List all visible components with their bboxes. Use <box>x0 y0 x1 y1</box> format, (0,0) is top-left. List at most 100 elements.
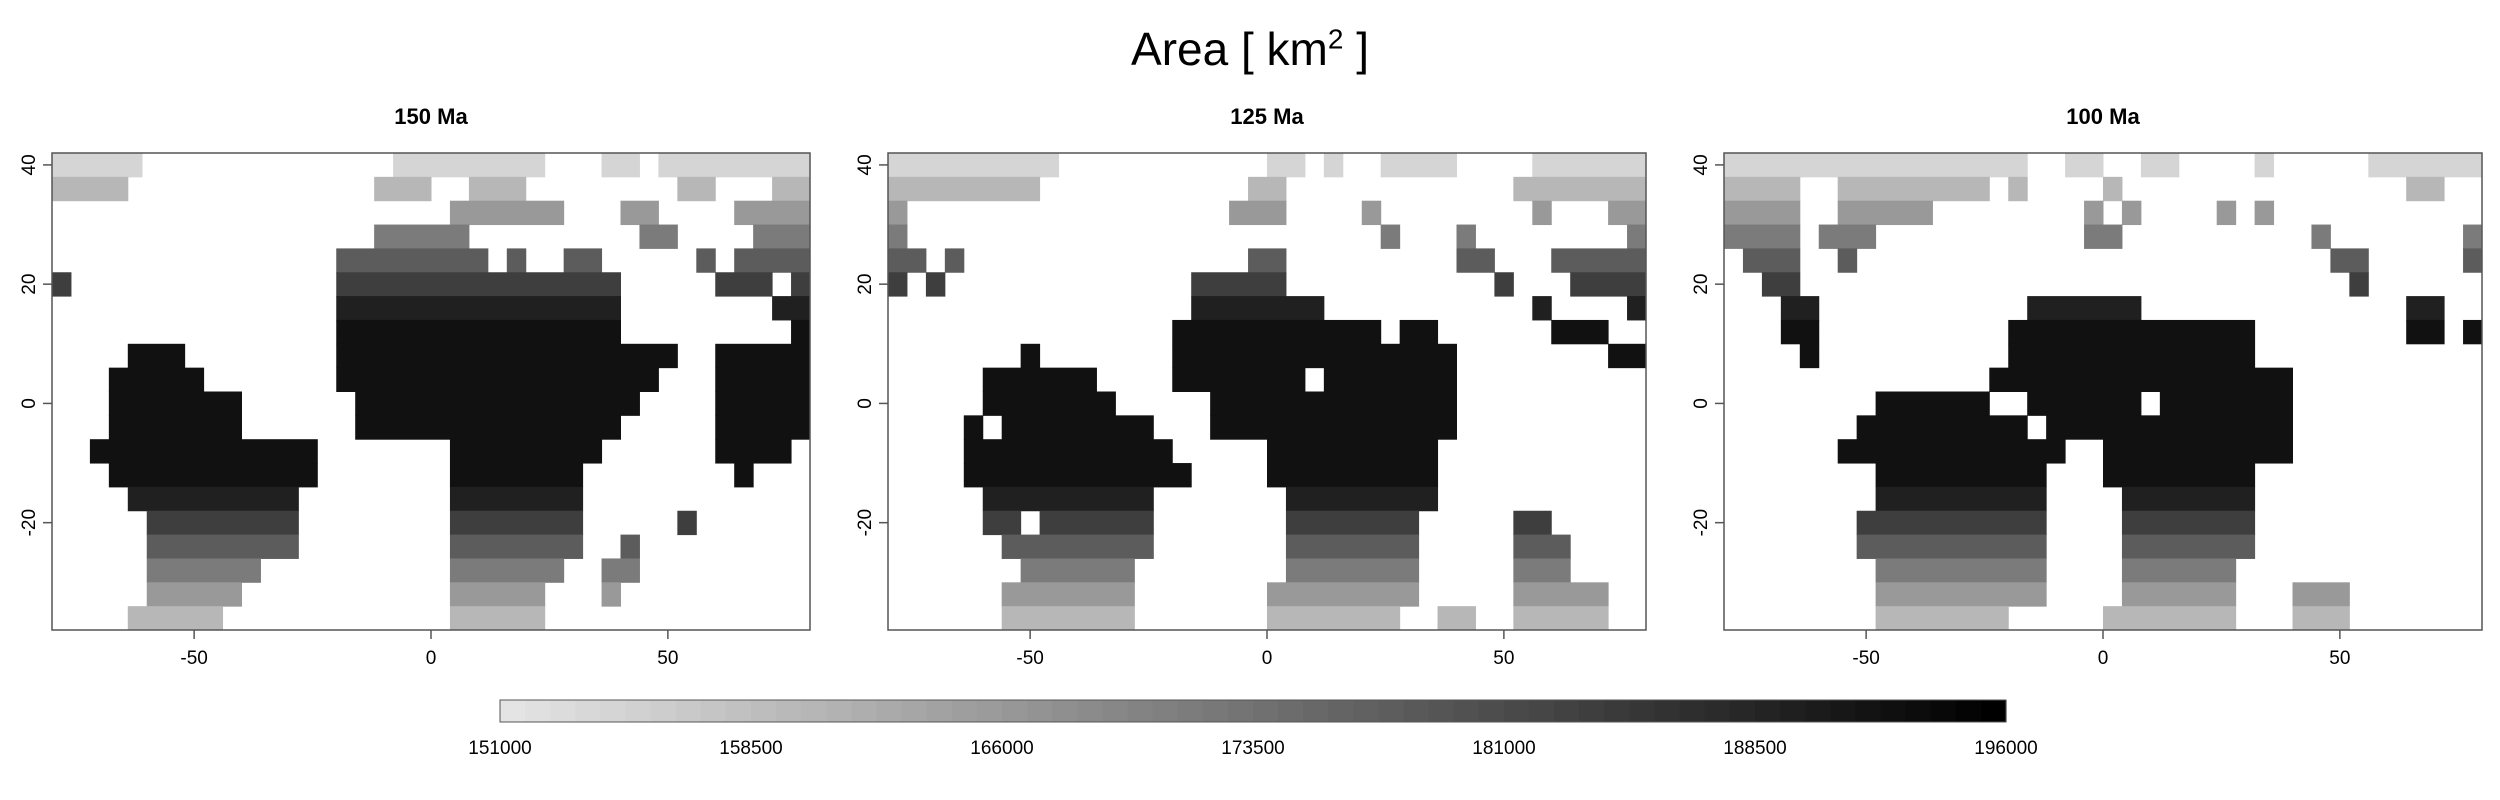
grid-cell <box>449 558 565 583</box>
colorbar-step <box>1729 700 1756 722</box>
colorbar-step <box>1177 700 1204 722</box>
y-tick-label: -20 <box>19 509 40 536</box>
grid-cell <box>1724 224 1801 249</box>
grid-cell <box>1724 176 1801 202</box>
colorbar-step <box>1980 700 2007 722</box>
grid-cell <box>2008 343 2256 369</box>
grid-cell <box>715 343 810 369</box>
grid-cell <box>1513 176 1646 202</box>
colorbar-step <box>650 700 677 722</box>
grid-cell <box>449 510 584 536</box>
colorbar-step <box>1504 700 1530 722</box>
grid-cell <box>1191 272 1287 297</box>
grid-cell <box>658 153 810 178</box>
colorbar-step <box>625 700 652 722</box>
colorbar-tick-label: 196000 <box>1974 738 2037 759</box>
panel-3: 100 Ma -50 0 50 -20 0 20 40 <box>1691 104 2483 669</box>
colorbar-step <box>1152 700 1179 722</box>
grid-cell <box>2008 367 2293 392</box>
grid-cell <box>963 463 1192 488</box>
grid-cell <box>146 510 299 536</box>
grid-cell <box>1875 463 2047 488</box>
grid-cell <box>620 534 640 559</box>
grid-cell <box>449 534 584 559</box>
colorbar-step <box>1755 700 1781 722</box>
colorbar-step <box>851 700 878 722</box>
grid-cell <box>1001 606 1135 630</box>
grid-cell <box>108 391 242 416</box>
grid-cell <box>772 176 810 202</box>
grid-cell <box>982 391 1116 416</box>
grid-cell <box>1248 248 1287 273</box>
grid-cell <box>449 486 584 512</box>
colorbar-tick-label: 181000 <box>1472 738 1535 759</box>
grid-cell <box>677 176 716 202</box>
grid-cell <box>601 153 640 178</box>
grid-cell <box>1837 176 1990 202</box>
colorbar-step <box>951 700 978 722</box>
colorbar-step <box>901 700 928 722</box>
y-tick-label: 0 <box>855 398 876 409</box>
grid-cell <box>791 272 810 297</box>
colorbar-step <box>1704 700 1731 722</box>
colorbar-tick-label: 188500 <box>1723 738 1786 759</box>
grid-cell <box>336 319 621 345</box>
grid-cell <box>982 510 1022 536</box>
grid-cell <box>1513 558 1571 583</box>
grid-cell <box>2216 200 2237 226</box>
grid-cell <box>52 272 72 297</box>
grid-cell <box>1172 343 1457 369</box>
grid-cell <box>127 486 299 512</box>
colorbar-step <box>1353 700 1380 722</box>
grid-cell <box>715 367 810 392</box>
colorbar-step <box>525 700 551 722</box>
grid-cell <box>1229 200 1287 226</box>
colorbar-step <box>1102 700 1129 722</box>
grid-cell <box>336 367 659 392</box>
grid-cell <box>1285 534 1420 559</box>
grid-cell <box>1875 486 2047 512</box>
grid-cell <box>2121 582 2237 607</box>
grid-cell <box>2292 582 2350 607</box>
grid-cell <box>1761 272 1801 297</box>
colorbar-step <box>1855 700 1882 722</box>
grid-cell <box>1513 582 1609 607</box>
panel-title: 100 Ma <box>2066 104 2140 129</box>
grid-cell <box>2121 558 2237 583</box>
grid-cell <box>449 439 603 464</box>
grid-cell <box>52 176 129 202</box>
grid-cell <box>1837 439 2066 464</box>
colorbar-step <box>1077 700 1103 722</box>
grid-cell <box>2463 319 2482 345</box>
x-tick-label: -50 <box>1852 648 1879 669</box>
grid-cell <box>2254 200 2275 226</box>
panel-1: 150 Ma -50 0 50 -20 0 20 40 <box>19 104 811 669</box>
grid-cell <box>449 200 565 226</box>
grid-cell <box>677 510 697 536</box>
colorbar-step <box>1278 700 1304 722</box>
colorbar-frame <box>499 699 2007 723</box>
grid-cell <box>1361 200 1382 226</box>
colorbar-step <box>976 700 1003 722</box>
main-title: Area [ km2 ] <box>1131 23 1369 75</box>
colorbar-step <box>500 700 526 722</box>
grid-cell <box>1267 463 1439 488</box>
grid-cell <box>1323 153 1344 178</box>
grid-cell <box>1818 224 1877 249</box>
colorbar-step <box>1428 700 1455 722</box>
grid-cell <box>2406 319 2445 345</box>
colorbar-step <box>1529 700 1555 722</box>
grid-cell <box>639 224 678 249</box>
grid-cell <box>1532 153 1646 178</box>
grid-cell <box>1532 296 1552 321</box>
grid-cell <box>888 224 908 249</box>
colorbar-step <box>926 700 953 722</box>
grid-cell <box>888 153 1060 178</box>
grid-cell <box>1856 415 2028 440</box>
grid-cell <box>506 248 527 273</box>
grid-cell <box>1780 319 1820 345</box>
grid-cell <box>1020 558 1135 583</box>
colorbar-step <box>1027 700 1053 722</box>
colorbar-step <box>1328 700 1354 722</box>
